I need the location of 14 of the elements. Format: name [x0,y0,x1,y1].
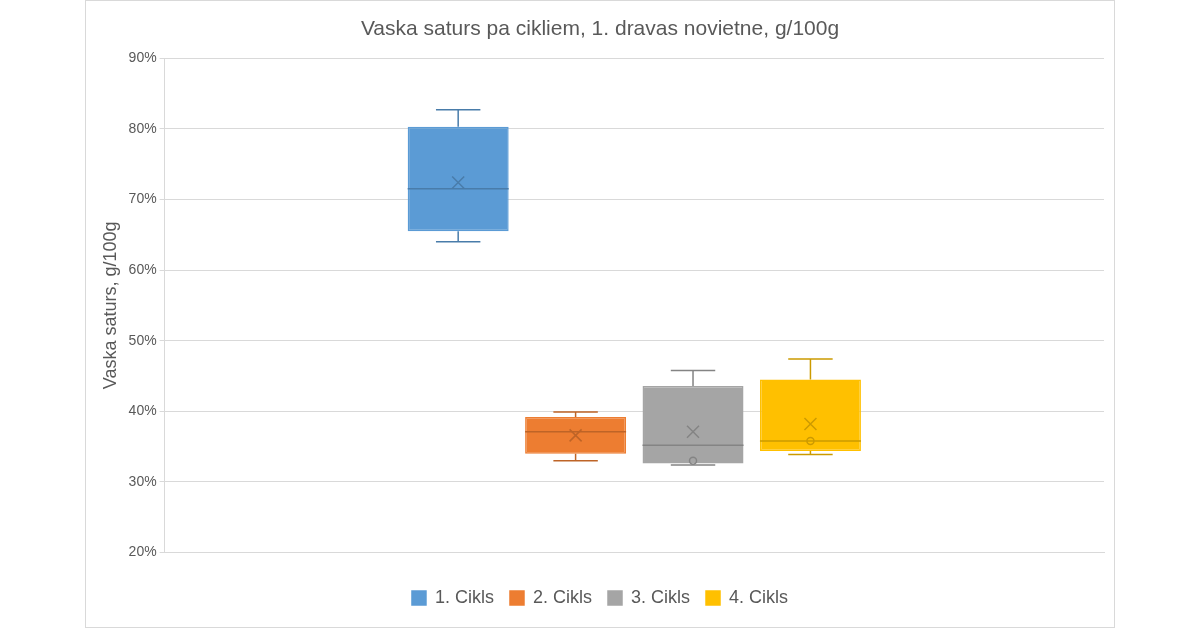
y-axis-title: Vaska saturs, g/100g [99,221,120,390]
legend-label: 2. Cikls [532,586,593,607]
y-tick-label: 60% [128,260,157,277]
y-tick-label: 20% [128,543,157,560]
legend-label: 4. Cikls [729,586,789,607]
y-tick-label: 40% [128,402,157,419]
y-tick-label: 70% [128,190,157,207]
chart-title: Vaska saturs pa cikliem, 1. dravas novietne, g/100g [360,16,840,40]
y-tick-label: 80% [128,119,157,136]
y-tick-label: 50% [128,331,157,348]
y-tick-label: 90% [128,49,157,66]
y-tick-label: 30% [128,472,157,489]
legend-label: 1. Cikls [434,586,494,607]
legend-label: 3. Cikls [631,586,691,607]
